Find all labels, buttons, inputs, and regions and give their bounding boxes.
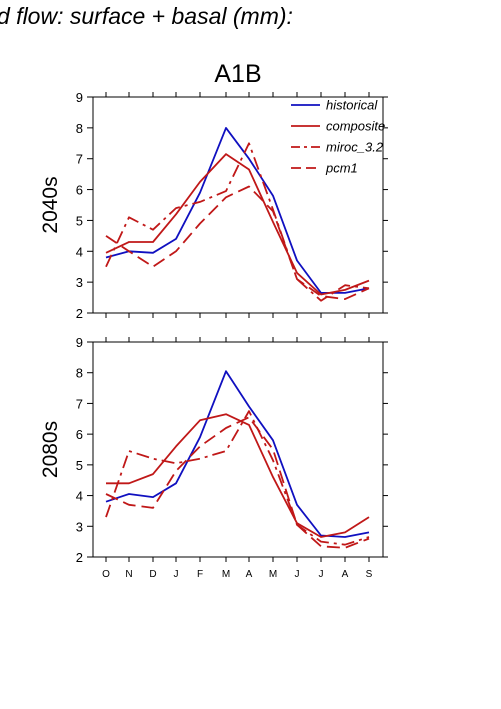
panel-2040s: 2 3 4 5 6 7 8 9 2040s <box>39 90 388 321</box>
chart-panels: 2 3 4 5 6 7 8 9 2040s 2 3 4 5 6 7 8 9 O N D J F M A M J J A S 2080s <box>39 90 388 580</box>
series-line-composite <box>105 153 370 296</box>
x-tick-label: M <box>222 569 230 580</box>
series-line-pcm1 <box>105 416 370 549</box>
x-tick-label: S <box>366 569 373 580</box>
figure-title: d flow: surface + basal (mm): <box>0 3 293 29</box>
y-tick-label: 5 <box>76 458 83 473</box>
y-tick-label: 7 <box>76 396 83 411</box>
y-tick-label: 4 <box>76 489 83 504</box>
y-tick-label: 3 <box>76 519 83 534</box>
x-tick-label: A <box>246 569 253 580</box>
x-tick-label: D <box>149 569 156 580</box>
y-tick-label: 5 <box>76 213 83 228</box>
y-tick-label: 6 <box>76 183 83 198</box>
y-tick-label: 6 <box>76 427 83 442</box>
plot-frame <box>92 341 384 558</box>
x-tick-label: N <box>125 569 132 580</box>
legend-label-composite: composite <box>326 119 385 134</box>
series-line-composite <box>106 413 370 538</box>
panel-row-label: 2080s <box>39 421 62 478</box>
x-tick-label: J <box>174 569 179 580</box>
x-tick-label: M <box>269 569 277 580</box>
y-tick-label: 8 <box>76 121 83 136</box>
x-tick-label: J <box>295 569 300 580</box>
plot-frame <box>92 96 384 314</box>
panel-row-label: 2040s <box>39 176 62 233</box>
y-tick-label: 2 <box>76 550 83 565</box>
y-tick-label: 9 <box>76 90 83 105</box>
legend-label-pcm1: pcm1 <box>325 161 358 176</box>
panel-2080s: 2 3 4 5 6 7 8 9 O N D J F M A M J J A S 2080s <box>39 335 388 580</box>
series-line-miroc_3.2 <box>105 410 370 546</box>
legend-label-miroc_3.2: miroc_3.2 <box>326 140 384 155</box>
series-line-miroc_3.2 <box>105 142 370 302</box>
x-tick-label: A <box>342 569 349 580</box>
legend: historical composite miroc_3.2 pcm1 <box>291 98 385 176</box>
x-tick-label: J <box>319 569 324 580</box>
y-tick-label: 4 <box>76 244 83 259</box>
y-tick-label: 9 <box>76 335 83 350</box>
legend-label-historical: historical <box>326 98 378 113</box>
series-line-historical <box>105 370 370 538</box>
y-tick-label: 7 <box>76 152 83 167</box>
x-tick-label: O <box>102 569 110 580</box>
figure-subtitle: A1B <box>214 60 261 88</box>
y-tick-label: 2 <box>76 306 83 321</box>
y-tick-label: 8 <box>76 366 83 381</box>
x-tick-label: F <box>197 569 203 580</box>
y-tick-label: 3 <box>76 275 83 290</box>
